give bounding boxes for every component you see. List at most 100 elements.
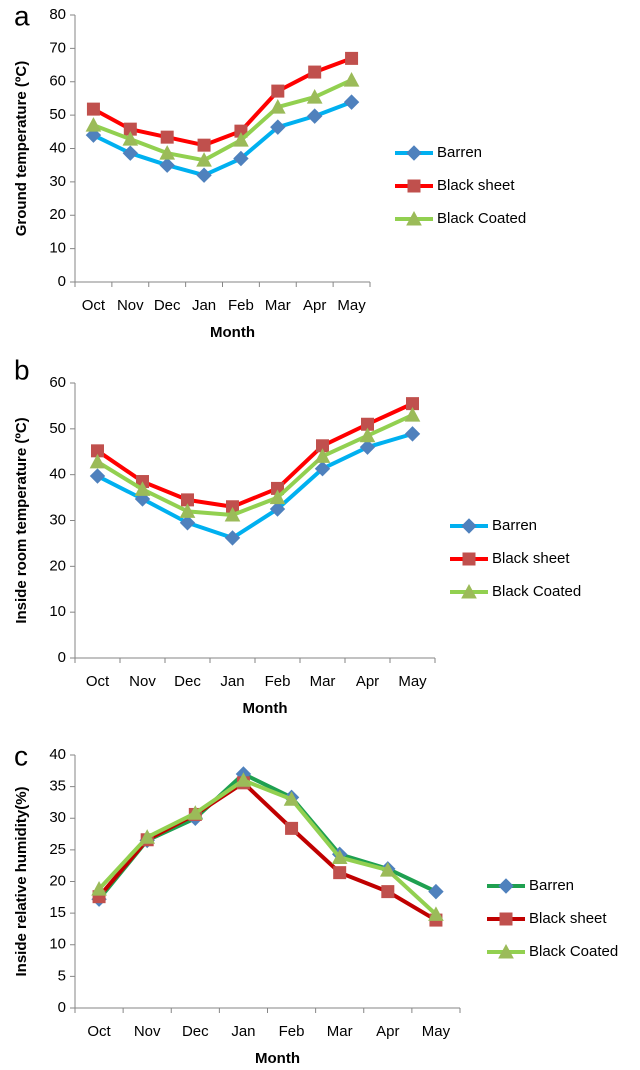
y-tick-label: 35 — [49, 778, 66, 795]
marker — [235, 772, 252, 787]
marker — [85, 117, 102, 132]
marker — [404, 426, 421, 442]
panel-letter: a — [14, 0, 30, 31]
x-tick-label: Feb — [228, 297, 254, 314]
marker — [428, 883, 444, 900]
x-tick-label: Jan — [231, 1023, 255, 1040]
x-axis-title: Month — [243, 700, 288, 717]
y-tick-label: 0 — [58, 999, 66, 1016]
marker — [359, 439, 376, 455]
legend-label: Black sheet — [529, 910, 607, 927]
x-tick-label: Jan — [220, 673, 244, 690]
x-tick-label: Apr — [303, 297, 326, 314]
marker — [306, 89, 323, 104]
y-tick-label: 10 — [49, 240, 66, 257]
marker — [406, 210, 422, 226]
marker — [269, 501, 286, 517]
series-line — [96, 413, 414, 517]
marker — [270, 119, 286, 135]
x-tick-label: Feb — [265, 673, 291, 690]
y-tick-label: 60 — [49, 374, 66, 391]
x-tick-label: Nov — [129, 673, 156, 690]
marker — [134, 481, 151, 496]
marker — [197, 138, 211, 152]
marker — [85, 127, 102, 143]
marker — [499, 912, 513, 926]
marker — [498, 878, 514, 894]
marker — [86, 102, 100, 116]
marker — [196, 152, 212, 167]
y-tick-label: 40 — [49, 139, 66, 156]
y-tick-label: 40 — [49, 746, 66, 763]
marker — [283, 791, 300, 806]
series-line — [97, 778, 438, 916]
marker — [345, 51, 359, 65]
y-tick-label: 80 — [49, 6, 66, 23]
marker — [233, 132, 249, 147]
y-tick-label: 15 — [49, 904, 66, 921]
marker — [406, 145, 422, 161]
legend-label: Black sheet — [492, 550, 570, 567]
series-line — [96, 401, 414, 509]
x-axis-title: Month — [210, 324, 255, 341]
legend-label: Barren — [529, 877, 574, 894]
y-tick-label: 70 — [49, 39, 66, 56]
marker — [224, 530, 241, 546]
marker — [428, 906, 444, 921]
series-line — [92, 100, 353, 178]
x-tick-label: Mar — [265, 297, 291, 314]
x-tick-label: Oct — [86, 673, 110, 690]
marker — [91, 881, 107, 896]
y-tick-label: 50 — [49, 106, 66, 123]
x-tick-label: May — [337, 297, 366, 314]
marker — [285, 821, 299, 835]
y-axis-title: Ground temperature (ºC) — [13, 61, 30, 237]
marker — [314, 448, 331, 463]
marker — [159, 157, 175, 173]
marker — [331, 849, 348, 864]
marker — [89, 453, 106, 469]
x-tick-label: Nov — [117, 297, 144, 314]
x-tick-label: Apr — [356, 673, 379, 690]
x-tick-label: Mar — [327, 1023, 353, 1040]
y-axis-title: Inside room temperature (ºC) — [13, 417, 30, 623]
marker — [306, 108, 323, 124]
marker — [498, 943, 514, 959]
marker — [269, 99, 286, 114]
legend-label: Barren — [437, 144, 482, 161]
x-tick-label: Feb — [279, 1023, 305, 1040]
marker — [179, 515, 196, 531]
marker — [404, 407, 421, 422]
marker — [269, 489, 286, 505]
y-tick-label: 40 — [49, 466, 66, 483]
marker — [407, 179, 421, 193]
y-tick-label: 30 — [49, 809, 66, 826]
marker — [271, 84, 285, 98]
y-tick-label: 25 — [49, 841, 66, 858]
x-tick-label: Dec — [154, 297, 181, 314]
x-tick-label: Oct — [87, 1023, 111, 1040]
marker — [122, 131, 139, 146]
y-tick-label: 50 — [49, 420, 66, 437]
x-tick-label: Mar — [310, 673, 336, 690]
series-line — [92, 78, 353, 163]
y-tick-label: 5 — [58, 967, 66, 984]
marker — [89, 468, 106, 484]
y-tick-label: 20 — [49, 872, 66, 889]
x-tick-label: Nov — [134, 1023, 161, 1040]
x-tick-label: Apr — [376, 1023, 399, 1040]
marker — [359, 427, 376, 443]
marker — [381, 885, 395, 899]
marker — [461, 518, 477, 534]
series-line — [96, 431, 414, 540]
x-tick-label: May — [398, 673, 427, 690]
marker — [308, 65, 322, 79]
y-axis-title: Inside relative humidity(%) — [13, 786, 30, 976]
marker — [139, 829, 156, 844]
x-tick-label: Oct — [82, 297, 106, 314]
legend-label: Black Coated — [437, 210, 526, 227]
y-tick-label: 10 — [49, 936, 66, 953]
x-tick-label: Jan — [192, 297, 216, 314]
marker — [343, 94, 360, 110]
